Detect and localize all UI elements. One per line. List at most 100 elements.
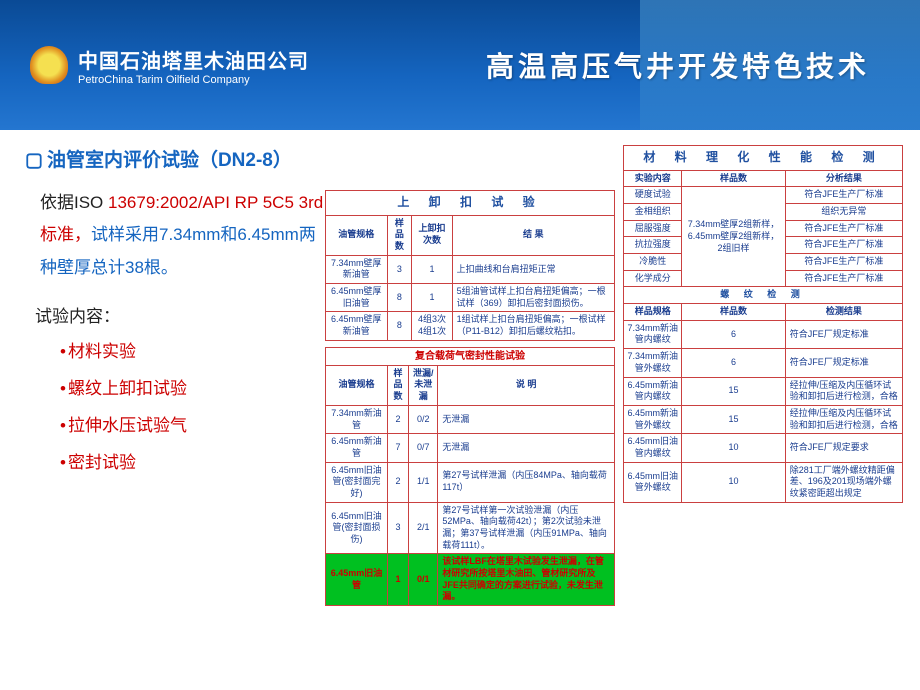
petrochina-logo-icon (30, 46, 68, 84)
cell: 7.34mm新油管外螺纹 (624, 349, 682, 377)
cell: 8 (387, 312, 412, 340)
cell: 符合JFE厂规定标准 (785, 349, 902, 377)
bullet-text: 螺纹上卸扣试验 (68, 379, 187, 398)
table-subtitle: 螺 纹 检 测 (624, 287, 903, 304)
cell: 金相组织 (624, 203, 682, 220)
cell: 符合JFE生产厂标准 (785, 270, 902, 287)
cell: 0/7 (409, 434, 438, 462)
cell: 6.45mm旧油管(密封面损伤) (326, 502, 388, 554)
cell: 6.45mm旧油管内螺纹 (624, 434, 682, 462)
col-header: 分析结果 (785, 170, 902, 187)
cell: 8 (387, 284, 412, 312)
cell: 7.34mm壁厚2组新样，6.45mm壁厚2组新样，2组旧样 (682, 187, 785, 287)
cell: 硬度试验 (624, 187, 682, 204)
col-header: 实验内容 (624, 170, 682, 187)
cell: 符合JFE厂规定标准 (785, 320, 902, 348)
cell-highlight: 0/1 (409, 554, 438, 606)
cell: 除281工厂端外螺纹精距偏差、196及201现场端外螺纹紧密距超出规定 (785, 462, 902, 502)
bullet-item: •密封试验 (60, 448, 325, 473)
table-material-test: 材 料 理 化 性 能 检 测 实验内容样品数分析结果 硬度试验7.34mm壁厚… (623, 145, 903, 503)
cell: 0/2 (409, 405, 438, 433)
desc-part1: 依据ISO (40, 193, 108, 212)
cell: 1/1 (409, 462, 438, 502)
cell: 无泄漏 (438, 434, 615, 462)
cell: 2 (388, 405, 409, 433)
cell: 6.45mm新油管 (326, 434, 388, 462)
section-title: ▢油管室内评价试验（DN2-8） (25, 145, 325, 172)
cell: 7.34mm新油管内螺纹 (624, 320, 682, 348)
cell: 7.34mm新油管 (326, 405, 388, 433)
cell: 6.45mm新油管外螺纹 (624, 405, 682, 433)
col-header: 样品数 (682, 170, 785, 187)
table-title: 材 料 理 化 性 能 检 测 (624, 146, 903, 171)
cell: 符合JFE生产厂标准 (785, 187, 902, 204)
cell: 6.45mm壁厚旧油管 (326, 284, 388, 312)
cell-highlight: 该试样LBF在塔里木试验发生泄漏，在管材研究所按塔里木油田、管材研究所及JFE共… (438, 554, 615, 606)
bullet-text: 拉伸水压试验气 (68, 416, 187, 435)
cell: 3 (388, 502, 409, 554)
col-header: 油管规格 (326, 215, 388, 255)
cell: 抗拉强度 (624, 237, 682, 254)
cell-highlight: 6.45mm旧油管 (326, 554, 388, 606)
table-makeup-test: 上 卸 扣 试 验 油管规格样品数上卸扣次数结 果 7.34mm壁厚新油管31上… (325, 190, 615, 341)
cell: 7 (388, 434, 409, 462)
content-area: ▢油管室内评价试验（DN2-8） 依据ISO 13679:2002/API RP… (0, 130, 920, 606)
bullet-text: 密封试验 (68, 453, 136, 472)
cell: 符合JFE生产厂标准 (785, 254, 902, 271)
cell: 符合JFE厂规定要求 (785, 434, 902, 462)
cell: 6.45mm旧油管(密封面完好) (326, 462, 388, 502)
table-title: 上 卸 扣 试 验 (326, 191, 615, 216)
cell: 经拉伸/压缩及内压循环试验和卸扣后进行检测，合格 (785, 405, 902, 433)
bullet-item: •螺纹上卸扣试验 (60, 374, 325, 399)
cell: 化学成分 (624, 270, 682, 287)
cell: 1组试样上扣台肩扭矩偏高；一根试样（P11-B12）卸扣后螺纹粘扣。 (452, 312, 614, 340)
bullet-list: •材料实验 •螺纹上卸扣试验 •拉伸水压试验气 •密封试验 (60, 337, 325, 473)
section-title-text: 油管室内评价试验（DN2-8） (47, 150, 292, 171)
cell: 1 (412, 255, 452, 283)
col-header: 泄漏/未泄漏 (409, 365, 438, 405)
cell: 6.45mm新油管内螺纹 (624, 377, 682, 405)
description: 依据ISO 13679:2002/API RP 5C5 3rd标准，试样采用7.… (40, 187, 325, 284)
col-header: 样品数 (682, 304, 785, 321)
table-title: 复合载荷气密封性能试验 (326, 347, 615, 365)
cell: 2/1 (409, 502, 438, 554)
company-name-en: PetroChina Tarim Oilfield Company (78, 74, 309, 86)
cell: 10 (682, 434, 785, 462)
cell: 7.34mm壁厚新油管 (326, 255, 388, 283)
cell: 第27号试样泄漏（内压84MPa、轴向载荷117t） (438, 462, 615, 502)
logo-area: 中国石油塔里木油田公司 PetroChina Tarim Oilfield Co… (30, 45, 309, 86)
col-header: 结 果 (452, 215, 614, 255)
cell: 组织无异常 (785, 203, 902, 220)
company-name-cn: 中国石油塔里木油田公司 (78, 45, 309, 74)
cell: 10 (682, 462, 785, 502)
slide-title: 高温高压气井开发特色技术 (486, 45, 870, 85)
cell: 6.45mm壁厚新油管 (326, 312, 388, 340)
col-header: 样品规格 (624, 304, 682, 321)
header: 中国石油塔里木油田公司 PetroChina Tarim Oilfield Co… (0, 0, 920, 130)
cell: 2 (388, 462, 409, 502)
col-header: 上卸扣次数 (412, 215, 452, 255)
cell-highlight: 1 (388, 554, 409, 606)
cell: 屈服强度 (624, 220, 682, 237)
cell: 1 (412, 284, 452, 312)
bullet-item: •材料实验 (60, 337, 325, 362)
cell: 无泄漏 (438, 405, 615, 433)
cell: 冷脆性 (624, 254, 682, 271)
cell: 6 (682, 320, 785, 348)
cell: 经拉伸/压缩及内压循环试验和卸扣后进行检测，合格 (785, 377, 902, 405)
cell: 6.45mm旧油管外螺纹 (624, 462, 682, 502)
table-seal-test: 复合载荷气密封性能试验 油管规格样品数泄漏/未泄漏说 明 7.34mm新油管20… (325, 347, 615, 606)
subtitle: 试验内容： (35, 302, 325, 327)
col-header: 油管规格 (326, 365, 388, 405)
cell: 15 (682, 405, 785, 433)
cell: 符合JFE生产厂标准 (785, 220, 902, 237)
col-header: 样品数 (388, 365, 409, 405)
cell: 15 (682, 377, 785, 405)
cell: 3 (387, 255, 412, 283)
bullet-text: 材料实验 (68, 342, 136, 361)
cell: 第27号试样第一次试验泄漏（内压52MPa、轴向载荷42t）；第2次试验未泄漏；… (438, 502, 615, 554)
cell: 符合JFE生产厂标准 (785, 237, 902, 254)
bullet-item: •拉伸水压试验气 (60, 411, 325, 436)
col-header: 说 明 (438, 365, 615, 405)
cell: 5组油管试样上扣台肩扭矩偏高；一根试样（369）卸扣后密封面损伤。 (452, 284, 614, 312)
